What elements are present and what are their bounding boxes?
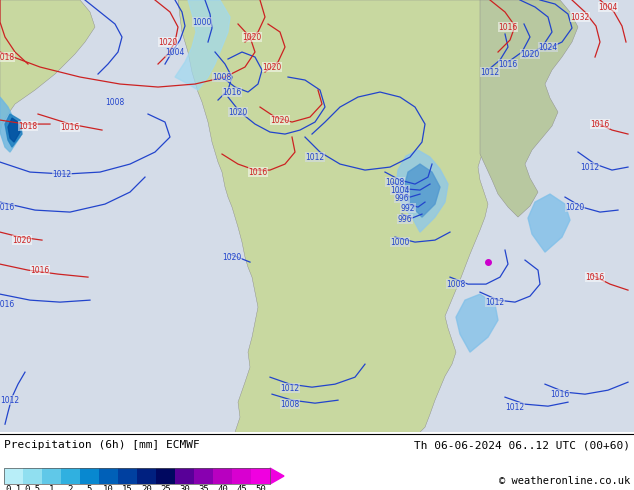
Bar (232, 468, 251, 484)
Text: 25: 25 (160, 485, 171, 490)
Text: 1020: 1020 (521, 49, 540, 58)
Text: 1020: 1020 (223, 253, 242, 262)
Polygon shape (528, 194, 570, 252)
Bar (4, 468, 270, 484)
Text: © weatheronline.co.uk: © weatheronline.co.uk (499, 476, 630, 486)
Text: 50: 50 (255, 485, 266, 490)
Text: Th 06-06-2024 06..12 UTC (00+60): Th 06-06-2024 06..12 UTC (00+60) (414, 440, 630, 450)
Text: 1020: 1020 (262, 63, 281, 72)
Polygon shape (178, 0, 502, 432)
Bar (42, 468, 61, 484)
Text: 1020: 1020 (270, 116, 290, 124)
Text: 1008: 1008 (105, 98, 125, 106)
Polygon shape (8, 118, 20, 142)
Bar (194, 468, 213, 484)
Text: 1012: 1012 (280, 384, 299, 392)
Text: 1020: 1020 (242, 32, 262, 42)
Text: 10: 10 (103, 485, 114, 490)
Text: 1018: 1018 (0, 52, 15, 62)
Text: 1032: 1032 (571, 13, 590, 22)
Text: 1012: 1012 (581, 163, 600, 172)
Text: 1024: 1024 (538, 43, 558, 51)
Text: 1000: 1000 (391, 238, 410, 246)
Text: 1012: 1012 (306, 152, 325, 162)
Polygon shape (5, 114, 22, 147)
Text: 1016: 1016 (498, 23, 517, 31)
Text: 1008: 1008 (212, 73, 231, 81)
Text: 1016: 1016 (249, 168, 268, 176)
Text: 1012: 1012 (481, 68, 500, 76)
Polygon shape (270, 468, 284, 484)
Text: 35: 35 (198, 485, 209, 490)
Text: 1008: 1008 (446, 280, 465, 289)
Text: 5: 5 (87, 485, 92, 490)
Bar (175, 468, 194, 484)
Bar (251, 468, 270, 484)
Text: 0.5: 0.5 (25, 485, 41, 490)
Text: 1016: 1016 (550, 390, 569, 399)
Text: 15: 15 (122, 485, 133, 490)
Text: 1: 1 (49, 485, 54, 490)
Text: 1012: 1012 (53, 170, 72, 178)
Text: 1020: 1020 (13, 236, 32, 245)
Text: 996: 996 (395, 194, 410, 202)
Text: 1012: 1012 (1, 395, 20, 405)
Bar (61, 468, 80, 484)
Text: Precipitation (6h) [mm] ECMWF: Precipitation (6h) [mm] ECMWF (4, 440, 200, 450)
Text: 1020: 1020 (228, 107, 248, 117)
Text: 1004: 1004 (391, 186, 410, 195)
Bar (4, 468, 23, 484)
Bar (80, 468, 99, 484)
Text: 1004: 1004 (598, 2, 618, 11)
Text: 1008: 1008 (280, 400, 300, 409)
Text: 1016: 1016 (0, 299, 15, 309)
Text: 30: 30 (179, 485, 190, 490)
Polygon shape (0, 97, 20, 152)
Text: 1016: 1016 (60, 122, 80, 131)
Text: 1012: 1012 (486, 297, 505, 307)
Text: 1020: 1020 (566, 202, 585, 212)
Text: 0.1: 0.1 (6, 485, 22, 490)
Text: 996: 996 (398, 215, 412, 223)
Bar (99, 468, 118, 484)
Polygon shape (480, 0, 578, 217)
Text: 1004: 1004 (165, 48, 184, 56)
Text: 1020: 1020 (158, 38, 178, 47)
Polygon shape (396, 150, 448, 232)
Text: 40: 40 (217, 485, 228, 490)
Bar (213, 468, 232, 484)
Text: 1016: 1016 (223, 88, 242, 97)
Text: 1016: 1016 (590, 120, 610, 128)
Text: 1016: 1016 (0, 202, 15, 212)
Text: 1016: 1016 (498, 59, 517, 69)
Text: 992: 992 (401, 203, 415, 213)
Text: 1018: 1018 (18, 122, 37, 130)
Bar (137, 468, 156, 484)
Text: 1012: 1012 (505, 403, 524, 412)
Polygon shape (456, 294, 498, 352)
Text: 1008: 1008 (385, 177, 404, 187)
Polygon shape (175, 0, 230, 90)
Bar (118, 468, 137, 484)
Polygon shape (404, 164, 440, 217)
Bar (156, 468, 175, 484)
Text: 1016: 1016 (585, 272, 605, 282)
Text: 2: 2 (68, 485, 73, 490)
Text: 45: 45 (236, 485, 247, 490)
Polygon shape (0, 0, 95, 134)
Text: 1016: 1016 (30, 266, 49, 274)
Bar (23, 468, 42, 484)
Text: 20: 20 (141, 485, 152, 490)
Text: 1000: 1000 (192, 18, 212, 26)
